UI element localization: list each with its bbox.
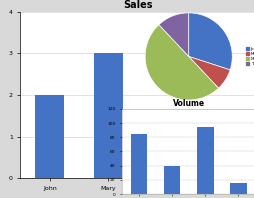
Bar (229, 183, 246, 194)
Legend: John, Mary, Mark, Tom: John, Mary, Mark, Tom (244, 46, 254, 67)
Wedge shape (188, 13, 231, 70)
Bar (196, 127, 213, 194)
Bar (93, 53, 123, 178)
Wedge shape (188, 56, 229, 88)
Bar (152, 157, 181, 178)
Bar (210, 157, 239, 178)
Title: Revenue: Revenue (169, 0, 207, 1)
Bar (35, 95, 64, 178)
Bar (163, 166, 180, 194)
Wedge shape (158, 13, 188, 56)
Title: Volume: Volume (172, 99, 204, 108)
Title: Sales: Sales (122, 0, 152, 10)
Bar (130, 134, 147, 194)
Wedge shape (145, 25, 218, 100)
